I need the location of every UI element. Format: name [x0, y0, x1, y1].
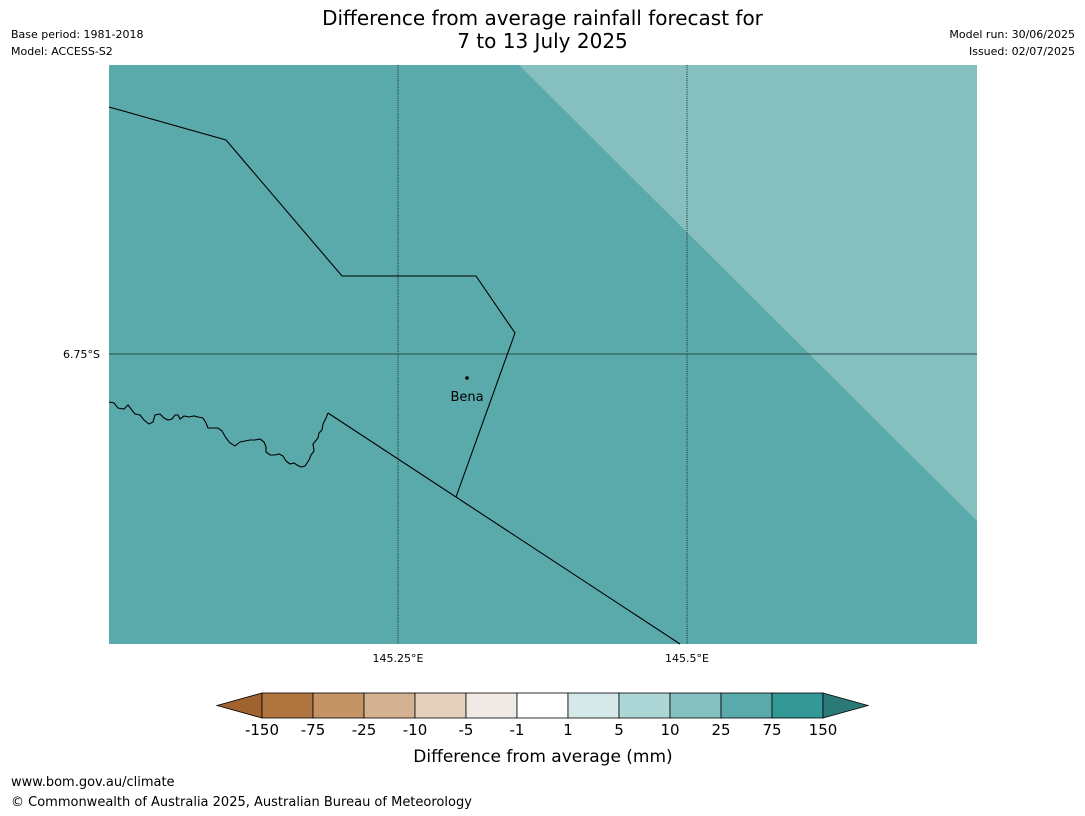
model-text: Model: ACCESS-S2 — [11, 45, 113, 58]
colorbar-extend-high — [822, 692, 870, 719]
colorbar-tick-label: -150 — [245, 721, 279, 739]
colorbar-tick-label: 25 — [711, 721, 730, 739]
colorbar-tick-label: 10 — [660, 721, 679, 739]
colorbar-segment — [618, 692, 671, 719]
latitude-label: 6.75°S — [63, 348, 100, 361]
province-boundary-north — [108, 106, 516, 498]
colorbar-tick-labels: -150 -75 -25 -10 -5 -1 1 5 10 25 75 150 — [245, 721, 837, 739]
colorbar-segment — [771, 692, 824, 719]
colorbar-tick-label: 5 — [614, 721, 624, 739]
issued-text: Issued: 02/07/2025 — [968, 45, 1075, 58]
colorbar-tick-label: -5 — [459, 721, 474, 739]
model-run-text: Model run: 30/06/2025 — [949, 28, 1075, 41]
colorbar-segment — [720, 692, 773, 719]
colorbar-tick-label: -75 — [301, 721, 326, 739]
colorbar-segment — [567, 692, 620, 719]
model-info: Base period: 1981-2018 Model: ACCESS-S2 — [11, 26, 143, 60]
map-title: Difference from average rainfall forecas… — [0, 7, 1085, 53]
title-line-1: Difference from average rainfall forecas… — [322, 6, 763, 30]
colorbar-tick-label: 150 — [809, 721, 838, 739]
colorbar-segment — [261, 692, 314, 719]
footer-url: www.bom.gov.au/climate — [11, 775, 175, 790]
colorbar — [215, 692, 870, 719]
rainfall-region-upper-right — [519, 65, 977, 521]
colorbar-segment — [465, 692, 518, 719]
run-info: Model run: 30/06/2025 Issued: 02/07/2025 — [949, 26, 1075, 60]
colorbar-segment — [516, 692, 569, 719]
base-period-text: Base period: 1981-2018 — [11, 28, 144, 41]
colorbar-tick-label: -10 — [403, 721, 428, 739]
colorbar-title: Difference from average (mm) — [413, 747, 672, 767]
colorbar-tick-label: 75 — [762, 721, 781, 739]
colorbar-segment — [363, 692, 416, 719]
longitude-label-1: 145.25°E — [373, 652, 424, 665]
colorbar-extend-low — [215, 692, 263, 719]
longitude-label-2: 145.5°E — [665, 652, 709, 665]
colorbar-segment — [414, 692, 467, 719]
river-boundary — [108, 401, 329, 468]
title-line-2: 7 to 13 July 2025 — [457, 29, 628, 53]
map-panel: Bena — [108, 65, 977, 645]
province-boundary-south — [327, 412, 681, 645]
colorbar-tick-label: -25 — [352, 721, 377, 739]
colorbar-segment — [669, 692, 722, 719]
colorbar-tick-label: -1 — [510, 721, 525, 739]
footer-copyright: © Commonwealth of Australia 2025, Austra… — [11, 795, 472, 810]
colorbar-segment — [312, 692, 365, 719]
bena-label: Bena — [450, 390, 483, 405]
bena-marker — [465, 376, 469, 380]
colorbar-tick-label: 1 — [563, 721, 573, 739]
